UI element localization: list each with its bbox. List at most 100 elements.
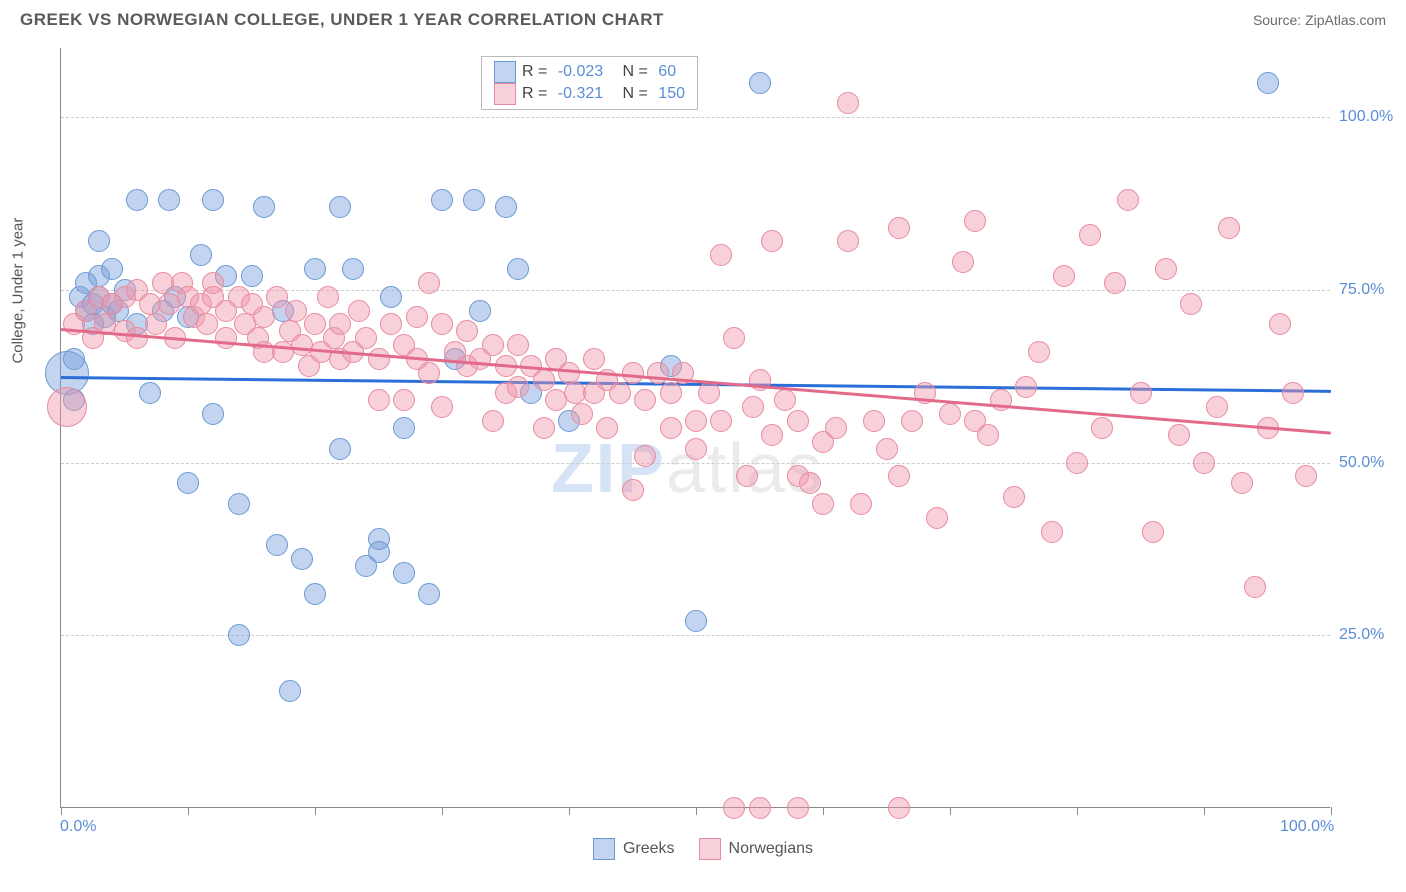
legend-label: Norwegians [729,840,813,858]
data-point [1130,382,1152,404]
x-tick [315,807,316,815]
data-point [710,244,732,266]
x-tick-label: 0.0% [60,818,96,836]
data-point [1218,217,1240,239]
plot-area: ZIPatlas R = -0.023 N = 60R = -0.321 N =… [60,48,1330,808]
data-point [837,92,859,114]
legend-swatch [699,838,721,860]
data-point [1079,224,1101,246]
data-point [304,313,326,335]
data-point [88,230,110,252]
data-point [469,300,491,322]
data-point [431,396,453,418]
data-point [1003,486,1025,508]
x-tick [442,807,443,815]
data-point [1231,472,1253,494]
data-point [1295,465,1317,487]
data-point [634,389,656,411]
data-point [901,410,923,432]
data-point [1155,258,1177,280]
y-tick-label: 100.0% [1339,108,1393,126]
legend-row: R = -0.023 N = 60 [494,61,685,83]
data-point [837,230,859,252]
chart-title: GREEK VS NORWEGIAN COLLEGE, UNDER 1 YEAR… [20,10,664,30]
y-axis-label: College, Under 1 year [10,218,27,364]
data-point [196,313,218,335]
data-point [228,493,250,515]
data-point [926,507,948,529]
data-point [710,410,732,432]
legend-swatch [494,83,516,105]
gridline [61,117,1330,118]
x-tick [1077,807,1078,815]
data-point [1206,396,1228,418]
data-point [1180,293,1202,315]
legend-item: Greeks [593,838,675,860]
data-point [685,410,707,432]
data-point [418,583,440,605]
legend-label: Greeks [623,840,675,858]
data-point [228,624,250,646]
source-label: Source: ZipAtlas.com [1253,12,1386,28]
data-point [380,286,402,308]
data-point [596,417,618,439]
data-point [1193,452,1215,474]
data-point [1066,452,1088,474]
data-point [507,258,529,280]
data-point [787,410,809,432]
data-point [888,797,910,819]
x-tick-label: 100.0% [1280,818,1334,836]
data-point [266,534,288,556]
data-point [939,403,961,425]
data-point [406,306,428,328]
data-point [685,610,707,632]
data-point [329,196,351,218]
data-point [393,389,415,411]
legend-bottom: Greeks Norwegians [0,838,1406,860]
x-tick [950,807,951,815]
data-point [622,479,644,501]
data-point [799,472,821,494]
data-point [507,334,529,356]
y-tick-label: 75.0% [1339,281,1384,299]
y-tick-label: 25.0% [1339,626,1384,644]
x-tick [61,807,62,815]
y-tick-label: 50.0% [1339,454,1384,472]
data-point [533,417,555,439]
data-point [463,189,485,211]
data-point [1142,521,1164,543]
data-point [622,362,644,384]
x-tick [569,807,570,815]
data-point [348,300,370,322]
data-point [749,72,771,94]
data-point [329,438,351,460]
x-tick [823,807,824,815]
data-point [1053,265,1075,287]
data-point [507,376,529,398]
data-point [583,348,605,370]
data-point [1244,576,1266,598]
data-point [863,410,885,432]
data-point [1041,521,1063,543]
data-point [660,382,682,404]
data-point [1257,72,1279,94]
x-tick [1204,807,1205,815]
data-point [368,389,390,411]
legend-correlation: R = -0.023 N = 60R = -0.321 N = 150 [481,56,698,110]
data-point [317,286,339,308]
data-point [393,562,415,584]
data-point [266,286,288,308]
data-point [1269,313,1291,335]
data-point [342,258,364,280]
data-point [1015,376,1037,398]
data-point [876,438,898,460]
data-point [253,306,275,328]
data-point [418,362,440,384]
data-point [723,327,745,349]
data-point [158,189,180,211]
data-point [215,327,237,349]
data-point [145,313,167,335]
data-point [431,189,453,211]
data-point [1282,382,1304,404]
data-point [368,528,390,550]
